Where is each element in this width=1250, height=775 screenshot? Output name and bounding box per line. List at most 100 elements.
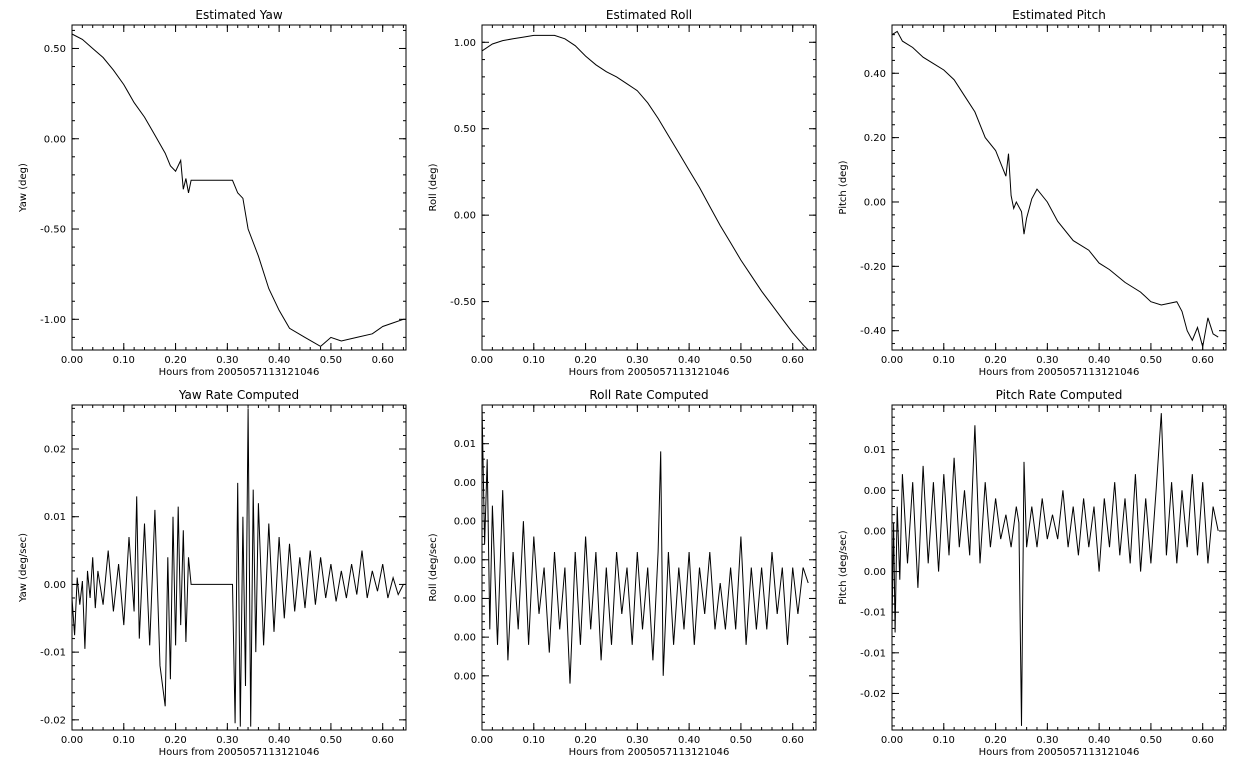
chart-pitch_rate: Pitch Rate Computed 0.00 0.10 0.20 0.30 0.40 0… — [838, 388, 1227, 758]
x-tick-label: 0.50 — [320, 735, 342, 746]
x-tick-label: 0.20 — [574, 735, 596, 746]
y-axis-label: Roll (deg/sec) — [428, 533, 439, 601]
series-line — [71, 33, 404, 348]
y-tick-label: -0.01 — [860, 648, 886, 659]
y-tick-label: 1.00 — [454, 38, 476, 49]
x-tick-label: 0.00 — [471, 735, 493, 746]
x-axis-label: Hours from 2005057113121046 — [569, 367, 730, 378]
y-tick-label: 0.20 — [864, 133, 886, 144]
x-tick-label: 0.10 — [933, 735, 955, 746]
chart-title: Estimated Pitch — [1012, 8, 1106, 22]
plot-frame — [891, 24, 1227, 351]
y-tick-label: 0.00 — [44, 134, 66, 145]
y-tick-label: 0.50 — [44, 44, 66, 55]
y-tick-label: -0.01 — [860, 608, 886, 619]
y-tick-label: -0.02 — [860, 689, 886, 700]
plot-frame — [891, 404, 1227, 731]
x-tick-label: 0.50 — [1140, 735, 1162, 746]
y-tick-label: -0.02 — [40, 715, 66, 726]
y-tick-label: 0.02 — [44, 445, 66, 456]
x-tick-label: 0.60 — [372, 735, 394, 746]
x-tick-label: 0.10 — [933, 355, 955, 366]
x-tick-label: 0.50 — [730, 735, 752, 746]
x-tick-label: 0.20 — [984, 355, 1006, 366]
y-axis-label: Yaw (deg/sec) — [18, 533, 29, 603]
x-tick-label: 0.40 — [1088, 735, 1110, 746]
y-tick-label: -1.00 — [40, 315, 66, 326]
x-tick-label: 0.00 — [471, 355, 493, 366]
x-axis-label: Hours from 2005057113121046 — [979, 367, 1140, 378]
x-tick-label: 0.50 — [320, 355, 342, 366]
y-tick-label: 0.00 — [454, 633, 476, 644]
y-tick-label: -0.50 — [40, 225, 66, 236]
plot-frame — [71, 404, 407, 731]
x-tick-label: 0.60 — [1192, 355, 1214, 366]
x-tick-label: 0.40 — [268, 355, 290, 366]
x-tick-label: 0.30 — [216, 355, 238, 366]
x-tick-label: 0.10 — [113, 355, 135, 366]
chart-roll: Estimated Roll 0.00 0.10 0.20 0.30 0.40 0.50 0.… — [428, 8, 817, 378]
y-tick-label: 0.01 — [44, 512, 66, 523]
x-tick-label: 0.40 — [268, 735, 290, 746]
series-line — [891, 30, 1219, 347]
x-axis-label: Hours from 2005057113121046 — [159, 367, 320, 378]
x-tick-label: 0.20 — [574, 355, 596, 366]
y-tick-label: 0.00 — [454, 671, 476, 682]
y-tick-label: 0.00 — [454, 594, 476, 605]
x-tick-label: 0.60 — [372, 355, 394, 366]
x-tick-label: 0.50 — [730, 355, 752, 366]
x-tick-label: 0.40 — [678, 735, 700, 746]
x-tick-label: 0.10 — [523, 735, 545, 746]
y-tick-label: 0.01 — [864, 445, 886, 456]
series-line — [71, 408, 404, 727]
y-tick-label: 0.00 — [454, 211, 476, 222]
x-tick-label: 0.00 — [881, 355, 903, 366]
x-tick-label: 0.30 — [1036, 355, 1058, 366]
x-axis-label: Hours from 2005057113121046 — [569, 747, 730, 758]
y-axis-label: Pitch (deg) — [838, 160, 849, 214]
chart-title: Estimated Yaw — [195, 8, 282, 22]
x-tick-label: 0.10 — [523, 355, 545, 366]
series-line — [481, 404, 809, 684]
y-tick-label: 0.00 — [454, 478, 476, 489]
y-tick-label: 0.00 — [864, 526, 886, 537]
y-tick-label: 0.40 — [864, 69, 886, 80]
x-tick-label: 0.10 — [113, 735, 135, 746]
chart-title: Roll Rate Computed — [589, 388, 708, 402]
x-tick-label: 0.00 — [61, 355, 83, 366]
x-tick-label: 0.60 — [1192, 735, 1214, 746]
chart-roll_rate: Roll Rate Computed 0.00 0.10 0.20 0.30 0.40 0.… — [428, 388, 817, 758]
y-tick-label: -0.20 — [860, 262, 886, 273]
y-tick-label: 0.00 — [454, 517, 476, 528]
x-tick-label: 0.40 — [1088, 355, 1110, 366]
y-tick-label: 0.00 — [44, 580, 66, 591]
y-tick-label: -0.01 — [40, 648, 66, 659]
x-tick-label: 0.20 — [984, 735, 1006, 746]
chart-pitch: Estimated Pitch 0.00 0.10 0.20 0.30 0.40 0.50 0… — [838, 8, 1227, 378]
y-tick-label: 0.01 — [454, 439, 476, 450]
y-tick-label: 0.00 — [864, 567, 886, 578]
x-tick-label: 0.30 — [626, 355, 648, 366]
x-tick-label: 0.40 — [678, 355, 700, 366]
x-tick-label: 0.30 — [1036, 735, 1058, 746]
x-tick-label: 0.30 — [216, 735, 238, 746]
chart-yaw_rate: Yaw Rate Computed 0.00 0.10 0.20 0.30 0.40 0.5… — [18, 388, 407, 758]
y-tick-label: 0.00 — [454, 555, 476, 566]
x-tick-label: 0.60 — [782, 735, 804, 746]
series-line — [481, 34, 809, 351]
x-axis-label: Hours from 2005057113121046 — [159, 747, 320, 758]
x-tick-label: 0.30 — [626, 735, 648, 746]
x-tick-label: 0.00 — [881, 735, 903, 746]
y-tick-label: -0.40 — [860, 326, 886, 337]
x-tick-label: 0.50 — [1140, 355, 1162, 366]
x-tick-label: 0.60 — [782, 355, 804, 366]
x-tick-label: 0.20 — [164, 735, 186, 746]
y-tick-label: 0.50 — [454, 124, 476, 135]
chart-title: Estimated Roll — [606, 8, 692, 22]
plot-frame — [71, 24, 407, 351]
y-tick-label: -0.50 — [450, 297, 476, 308]
y-axis-label: Roll (deg) — [428, 163, 439, 211]
x-axis-label: Hours from 2005057113121046 — [979, 747, 1140, 758]
